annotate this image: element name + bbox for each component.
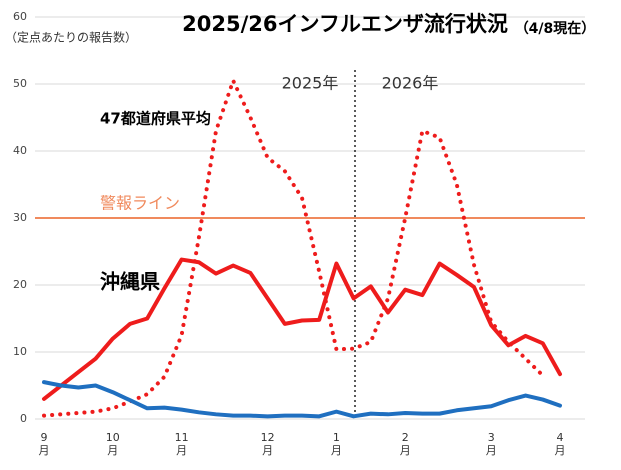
- y-axis-label: （定点あたりの報告数）: [5, 30, 137, 45]
- y-tick-label: 30: [13, 211, 27, 224]
- annotation: 2026年: [382, 74, 439, 93]
- series-label: 47都道府県平均: [100, 110, 211, 128]
- x-tick-label: 4月: [554, 431, 566, 457]
- x-tick-label: 9月: [38, 431, 50, 457]
- dotted-line: [42, 78, 545, 418]
- line: [42, 380, 562, 419]
- y-tick-label: 0: [20, 412, 27, 425]
- y-tick-label: 50: [13, 77, 27, 90]
- chart-subtitle: （4/8現在）: [515, 20, 596, 37]
- x-tick-label: 1月: [330, 431, 342, 457]
- y-tick-label: 60: [13, 10, 27, 23]
- y-tick-label: 10: [13, 345, 27, 358]
- line: [42, 257, 562, 401]
- annotation: 2025年: [282, 74, 339, 93]
- x-tick-label: 12月: [260, 431, 275, 457]
- series-label: 沖縄県: [100, 270, 160, 294]
- x-tick-label: 10月: [105, 431, 120, 457]
- x-tick-label: 3月: [485, 431, 497, 457]
- x-tick-label: 11月: [174, 431, 189, 457]
- chart-title: 2025/26インフルエンザ流行状況: [182, 12, 508, 36]
- reference-label: 警報ライン: [100, 194, 180, 213]
- y-tick-label: 40: [13, 144, 27, 157]
- x-tick-label: 2月: [399, 431, 411, 457]
- y-tick-label: 20: [13, 278, 27, 291]
